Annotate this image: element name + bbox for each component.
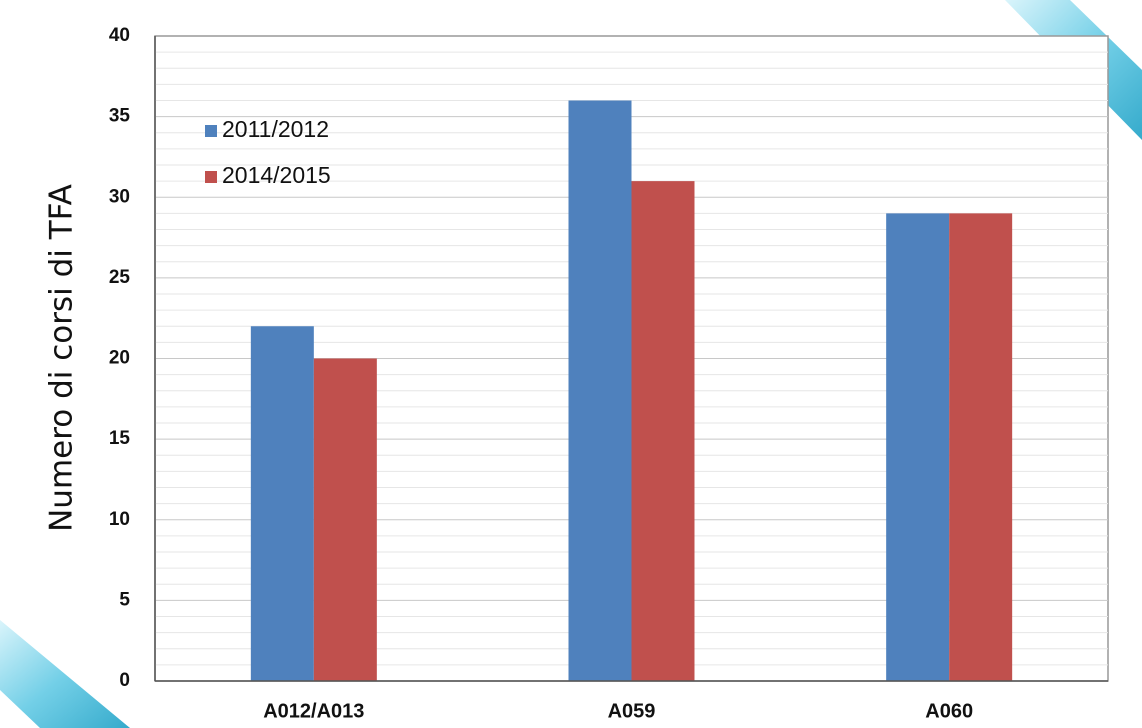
- y-tick-label: 15: [109, 428, 131, 449]
- legend-swatch: [205, 125, 217, 137]
- x-tick-label: A059: [608, 700, 656, 722]
- y-tick-label: 35: [109, 106, 131, 127]
- bar: [886, 213, 950, 681]
- bars: [250, 100, 1013, 681]
- y-tick-label: 0: [119, 670, 130, 691]
- legend: 2011/2012 2014/2015: [205, 116, 331, 188]
- y-tick-label: 5: [119, 589, 130, 610]
- x-axis-ticks: A012/A013 A059 A060: [263, 700, 973, 722]
- y-tick-label: 10: [109, 509, 130, 530]
- y-tick-label: 20: [109, 348, 130, 369]
- bar: [631, 181, 695, 681]
- y-axis-ticks: 0 5 10 15 20 25 30 35 40: [109, 25, 131, 691]
- legend-label: 2011/2012: [222, 116, 329, 142]
- y-tick-label: 30: [109, 186, 130, 207]
- y-axis-label: Numero di corsi di TFA: [44, 184, 80, 532]
- y-tick-label: 40: [109, 25, 130, 46]
- corner-ribbon-bottom-left: [0, 620, 130, 728]
- bar: [250, 326, 314, 681]
- legend-swatch: [205, 171, 217, 183]
- x-tick-label: A060: [925, 700, 973, 722]
- y-tick-label: 25: [109, 267, 131, 288]
- bar: [568, 100, 632, 681]
- bar: [949, 213, 1013, 681]
- x-tick-label: A012/A013: [263, 700, 364, 722]
- legend-label: 2014/2015: [222, 162, 331, 188]
- bar: [313, 358, 377, 681]
